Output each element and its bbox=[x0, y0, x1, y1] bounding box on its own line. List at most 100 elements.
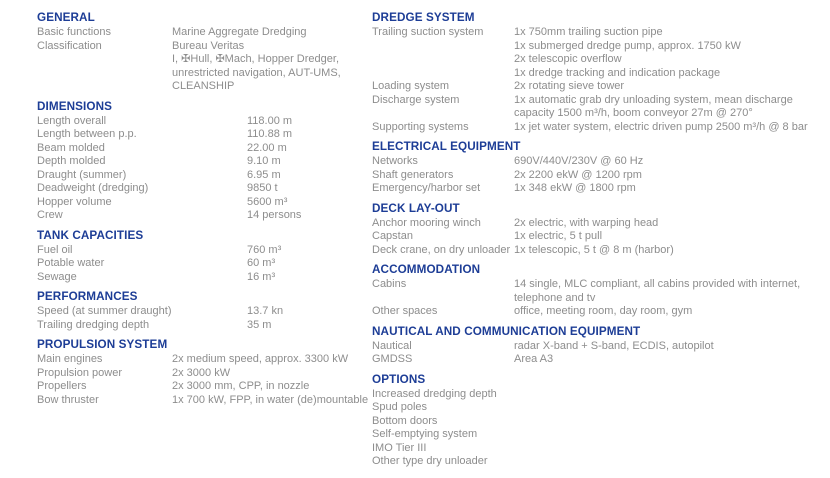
spec-label: Draught (summer) bbox=[37, 168, 127, 181]
spec-row: Other spaces office, meeting room, day ro… bbox=[372, 305, 824, 319]
spec-row: Bottom doors bbox=[372, 415, 824, 429]
spec-label: Crew bbox=[37, 209, 63, 221]
spec-row: Anchor mooring winch 2x electric, with wa… bbox=[372, 217, 824, 231]
spec-row: Basic functions Marine Aggregate Dredging bbox=[37, 26, 365, 40]
spec-label: Length overall bbox=[37, 114, 107, 127]
spec-label: Other spaces bbox=[372, 305, 438, 317]
section-nautical-and-communication-equipment: NAUTICAL AND COMMUNICATION EQUIPMENT Naut… bbox=[372, 325, 824, 367]
spec-value-line: 1x jet water system, electric driven pum… bbox=[514, 120, 808, 133]
spec-value-line: 9.10 m bbox=[247, 155, 281, 167]
spec-values: 1x jet water system, electric driven pum… bbox=[514, 121, 824, 135]
section-title: TANK CAPACITIES bbox=[37, 228, 144, 242]
section-title: OPTIONS bbox=[372, 372, 426, 386]
section-title: ELECTRICAL EQUIPMENT bbox=[372, 140, 521, 153]
spec-values: Area A3 bbox=[514, 353, 824, 367]
spec-label: Length between p.p. bbox=[37, 128, 137, 140]
spec-values: 35 m bbox=[247, 319, 365, 333]
spec-row: Capstan 1x electric, 5 t pull bbox=[372, 230, 824, 244]
spec-value-line: office, meeting room, day room, gym bbox=[514, 305, 693, 317]
section-tank-capacities: TANK CAPACITIES Fuel oil 760 m³ Potable wat… bbox=[37, 229, 365, 285]
spec-value-line: 1x 700 kW, FPP, in water (de)mountable bbox=[172, 393, 369, 406]
spec-value-line: unrestricted navigation, AUT-UMS, bbox=[172, 66, 341, 79]
spec-label: Anchor mooring winch bbox=[372, 216, 481, 229]
spec-values: 9850 t bbox=[247, 182, 365, 196]
spec-row: Loading system 2x rotating sieve tower bbox=[372, 80, 824, 94]
spec-label: Basic functions bbox=[37, 26, 111, 38]
spec-row: Nautical radar X-band + S-band, ECDIS, au… bbox=[372, 340, 824, 354]
spec-value-line: 2x rotating sieve tower bbox=[514, 80, 625, 92]
spec-value-line: 6.95 m bbox=[247, 168, 281, 181]
spec-row: Length between p.p. 110.88 m bbox=[37, 128, 365, 142]
spec-values: 5600 m³ bbox=[247, 196, 365, 210]
spec-row: GMDSS Area A3 bbox=[372, 353, 824, 367]
spec-row: IMO Tier III bbox=[372, 442, 824, 456]
spec-value-line: capacity 1500 m³/h, boom conveyor 27m @ … bbox=[514, 107, 753, 119]
spec-value-line: 2x 3000 kW bbox=[172, 366, 231, 379]
section-dimensions: DIMENSIONS Length overall 118.00 m Length b… bbox=[37, 100, 365, 223]
spec-value-line: 2x medium speed, approx. 3300 kW bbox=[172, 353, 349, 365]
spec-label: Fuel oil bbox=[37, 243, 73, 256]
section-dredge-system: DREDGE SYSTEM Trailing suction system 1x 7… bbox=[372, 11, 824, 134]
section-general: GENERAL Basic functions Marine Aggregate D… bbox=[37, 11, 365, 94]
spec-row: Cabins 14 single, MLC compliant, all cabi… bbox=[372, 278, 824, 305]
spec-value-line: I, ✠Hull, ✠Mach, Hopper Dredger, bbox=[172, 53, 339, 65]
spec-values: 1x 348 ekW @ 1800 rpm bbox=[514, 182, 824, 196]
spec-label: Beam molded bbox=[37, 141, 105, 154]
spec-row: Networks 690V/440V/230V @ 60 Hz bbox=[372, 155, 824, 169]
spec-values: Marine Aggregate Dredging bbox=[172, 26, 365, 40]
spec-value-line: telephone and tv bbox=[514, 291, 596, 304]
spec-row: Potable water 60 m³ bbox=[37, 257, 365, 271]
spec-row: Sewage 16 m³ bbox=[37, 271, 365, 285]
spec-values: radar X-band + S-band, ECDIS, autopilot bbox=[514, 340, 824, 354]
section-deck-lay-out: DECK LAY-OUT Anchor mooring winch 2x elect… bbox=[372, 202, 824, 258]
spec-values: 2x 3000 kW bbox=[172, 367, 365, 381]
spec-row: Crew 14 persons bbox=[37, 209, 365, 223]
spec-value-line: 14 persons bbox=[247, 209, 302, 221]
spec-label: Sewage bbox=[37, 270, 77, 283]
spec-row: Fuel oil 760 m³ bbox=[37, 244, 365, 258]
spec-row: Beam molded 22.00 m bbox=[37, 142, 365, 156]
spec-values: Bureau Veritas I, ✠Hull, ✠Mach, Hopper Dr… bbox=[172, 40, 365, 94]
spec-value-line: 22.00 m bbox=[247, 141, 287, 154]
spec-values: 760 m³ bbox=[247, 244, 365, 258]
spec-row: Draught (summer) 6.95 m bbox=[37, 169, 365, 183]
section-title: NAUTICAL AND COMMUNICATION EQUIPMENT bbox=[372, 324, 641, 338]
spec-row: Main engines 2x medium speed, approx. 330… bbox=[37, 353, 365, 367]
spec-row: Length overall 118.00 m bbox=[37, 115, 365, 129]
spec-value-line: CLEANSHIP bbox=[172, 80, 235, 92]
spec-label: Emergency/harbor set bbox=[372, 182, 481, 194]
spec-row: Speed (at summer draught) 13.7 kn bbox=[37, 305, 365, 319]
section-options: OPTIONS Increased dredging depth Spud pole… bbox=[372, 373, 824, 469]
spec-value-line: 110.88 m bbox=[247, 128, 293, 140]
spec-label: GMDSS bbox=[372, 353, 413, 365]
spec-row: Deck crane, on dry unloader 1x telescopic… bbox=[372, 244, 824, 258]
spec-row: Other type dry unloader bbox=[372, 455, 824, 469]
spec-label: Trailing dredging depth bbox=[37, 318, 150, 331]
spec-values: 2x rotating sieve tower bbox=[514, 80, 824, 94]
spec-label: Cabins bbox=[372, 278, 407, 290]
spec-label: Potable water bbox=[37, 257, 105, 269]
section-electrical-equipment: ELECTRICAL EQUIPMENT Networks 690V/440V/23… bbox=[372, 140, 824, 196]
spec-row: Increased dredging depth bbox=[372, 388, 824, 402]
spec-values: 1x telescopic, 5 t @ 8 m (harbor) bbox=[514, 244, 824, 258]
section-title: DIMENSIONS bbox=[37, 99, 113, 113]
spec-values: 1x 750mm trailing suction pipe 1x submerg… bbox=[514, 26, 824, 80]
spec-label: Classification bbox=[37, 39, 102, 52]
spec-value-line: 2x electric, with warping head bbox=[514, 216, 659, 229]
spec-label: Nautical bbox=[372, 339, 412, 352]
right-column: DREDGE SYSTEM Trailing suction system 1x 7… bbox=[372, 11, 824, 475]
section-title: PERFORMANCES bbox=[37, 290, 138, 303]
spec-label: Bottom doors bbox=[372, 414, 438, 427]
spec-row: Propellers 2x 3000 mm, CPP, in nozzle bbox=[37, 380, 365, 394]
spec-label: Bow thruster bbox=[37, 393, 99, 406]
spec-values: office, meeting room, day room, gym bbox=[514, 305, 824, 319]
spec-values: 14 persons bbox=[247, 209, 365, 223]
spec-value-line: 1x dredge tracking and indication packag… bbox=[514, 66, 721, 79]
section-title: ACCOMMODATION bbox=[372, 263, 481, 276]
spec-row: Trailing dredging depth 35 m bbox=[37, 319, 365, 333]
spec-values: 110.88 m bbox=[247, 128, 365, 142]
spec-value-line: 1x 348 ekW @ 1800 rpm bbox=[514, 182, 636, 194]
spec-label: Capstan bbox=[372, 230, 413, 242]
spec-row: Emergency/harbor set 1x 348 ekW @ 1800 rp… bbox=[372, 182, 824, 196]
